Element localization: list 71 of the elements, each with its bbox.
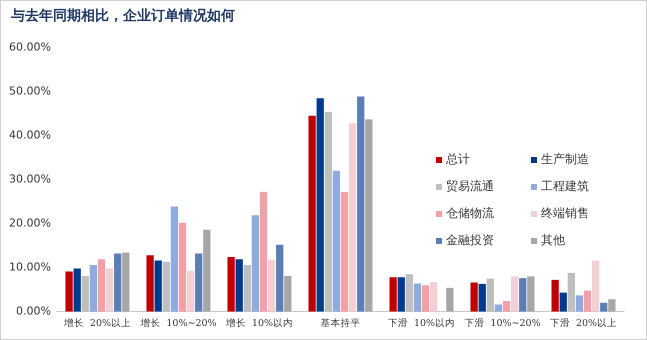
bar (430, 282, 438, 312)
bar (308, 116, 316, 312)
bar (195, 254, 202, 312)
legend-label: 生产制造 (541, 151, 589, 168)
bar (584, 290, 592, 312)
bar (470, 282, 478, 312)
bar (398, 277, 405, 312)
legend-label: 金融投资 (446, 232, 494, 249)
x-tick-label: 增长 20%以上 (62, 316, 132, 329)
bar (519, 278, 526, 312)
bar (365, 119, 372, 312)
bar (494, 304, 502, 312)
bar (340, 192, 348, 312)
bar (600, 302, 608, 312)
y-tick-label: 40.00% (8, 128, 51, 142)
bar (551, 280, 559, 312)
legend-label: 终端销售 (541, 205, 589, 222)
bar (170, 206, 178, 312)
bar (560, 292, 567, 312)
bar (478, 284, 486, 312)
bar (389, 277, 397, 312)
bar (510, 276, 518, 312)
x-tick-label: 下滑 20%以上 (550, 316, 618, 329)
bar (268, 260, 276, 312)
bar (502, 301, 510, 312)
x-tick-label: 增长 10%以内 (224, 316, 294, 329)
legend-label: 贸易流通 (446, 178, 494, 195)
bar (90, 264, 98, 312)
bar (114, 254, 122, 312)
bar (227, 257, 235, 312)
y-tick-label: 50.00% (8, 84, 51, 98)
x-tick-label: 下滑 10%以内 (388, 316, 456, 329)
legend-label: 工程建筑 (541, 178, 589, 195)
bar (260, 192, 268, 312)
bar (74, 268, 81, 312)
chart-title: 与去年同期相比，企业订单情况如何 (11, 7, 235, 25)
bar (236, 259, 243, 312)
bar (203, 230, 210, 312)
bar (414, 283, 422, 312)
bar (576, 295, 584, 312)
x-tick-label: 增长 10%~20% (139, 316, 217, 329)
bar (252, 215, 260, 312)
bar (284, 276, 292, 312)
legend-label: 仓储物流 (446, 205, 494, 222)
bar (106, 268, 114, 312)
bar (422, 285, 430, 312)
bar (186, 271, 194, 312)
bar (527, 276, 534, 312)
bar (592, 260, 600, 312)
y-tick-label: 10.00% (8, 260, 51, 274)
bar (446, 288, 454, 312)
x-tick-label: 基本持平 (320, 316, 360, 329)
bar (122, 252, 130, 312)
bar (348, 123, 356, 312)
bar (332, 170, 340, 312)
bar (65, 272, 73, 312)
bar (357, 96, 364, 312)
legend-label: 总计 (446, 151, 470, 168)
legend-label: 其他 (541, 232, 565, 249)
y-tick-label: 0.00% (16, 304, 51, 318)
bar (154, 260, 162, 312)
y-tick-label: 60.00% (8, 40, 51, 54)
y-tick-label: 20.00% (8, 216, 51, 230)
bar (276, 244, 284, 312)
bar (316, 98, 324, 312)
bar (146, 255, 154, 312)
bar (98, 259, 106, 312)
x-tick-label: 下滑 10%~20% (464, 316, 541, 329)
bar (608, 299, 616, 312)
bar (178, 222, 186, 312)
y-tick-label: 30.00% (8, 172, 51, 186)
